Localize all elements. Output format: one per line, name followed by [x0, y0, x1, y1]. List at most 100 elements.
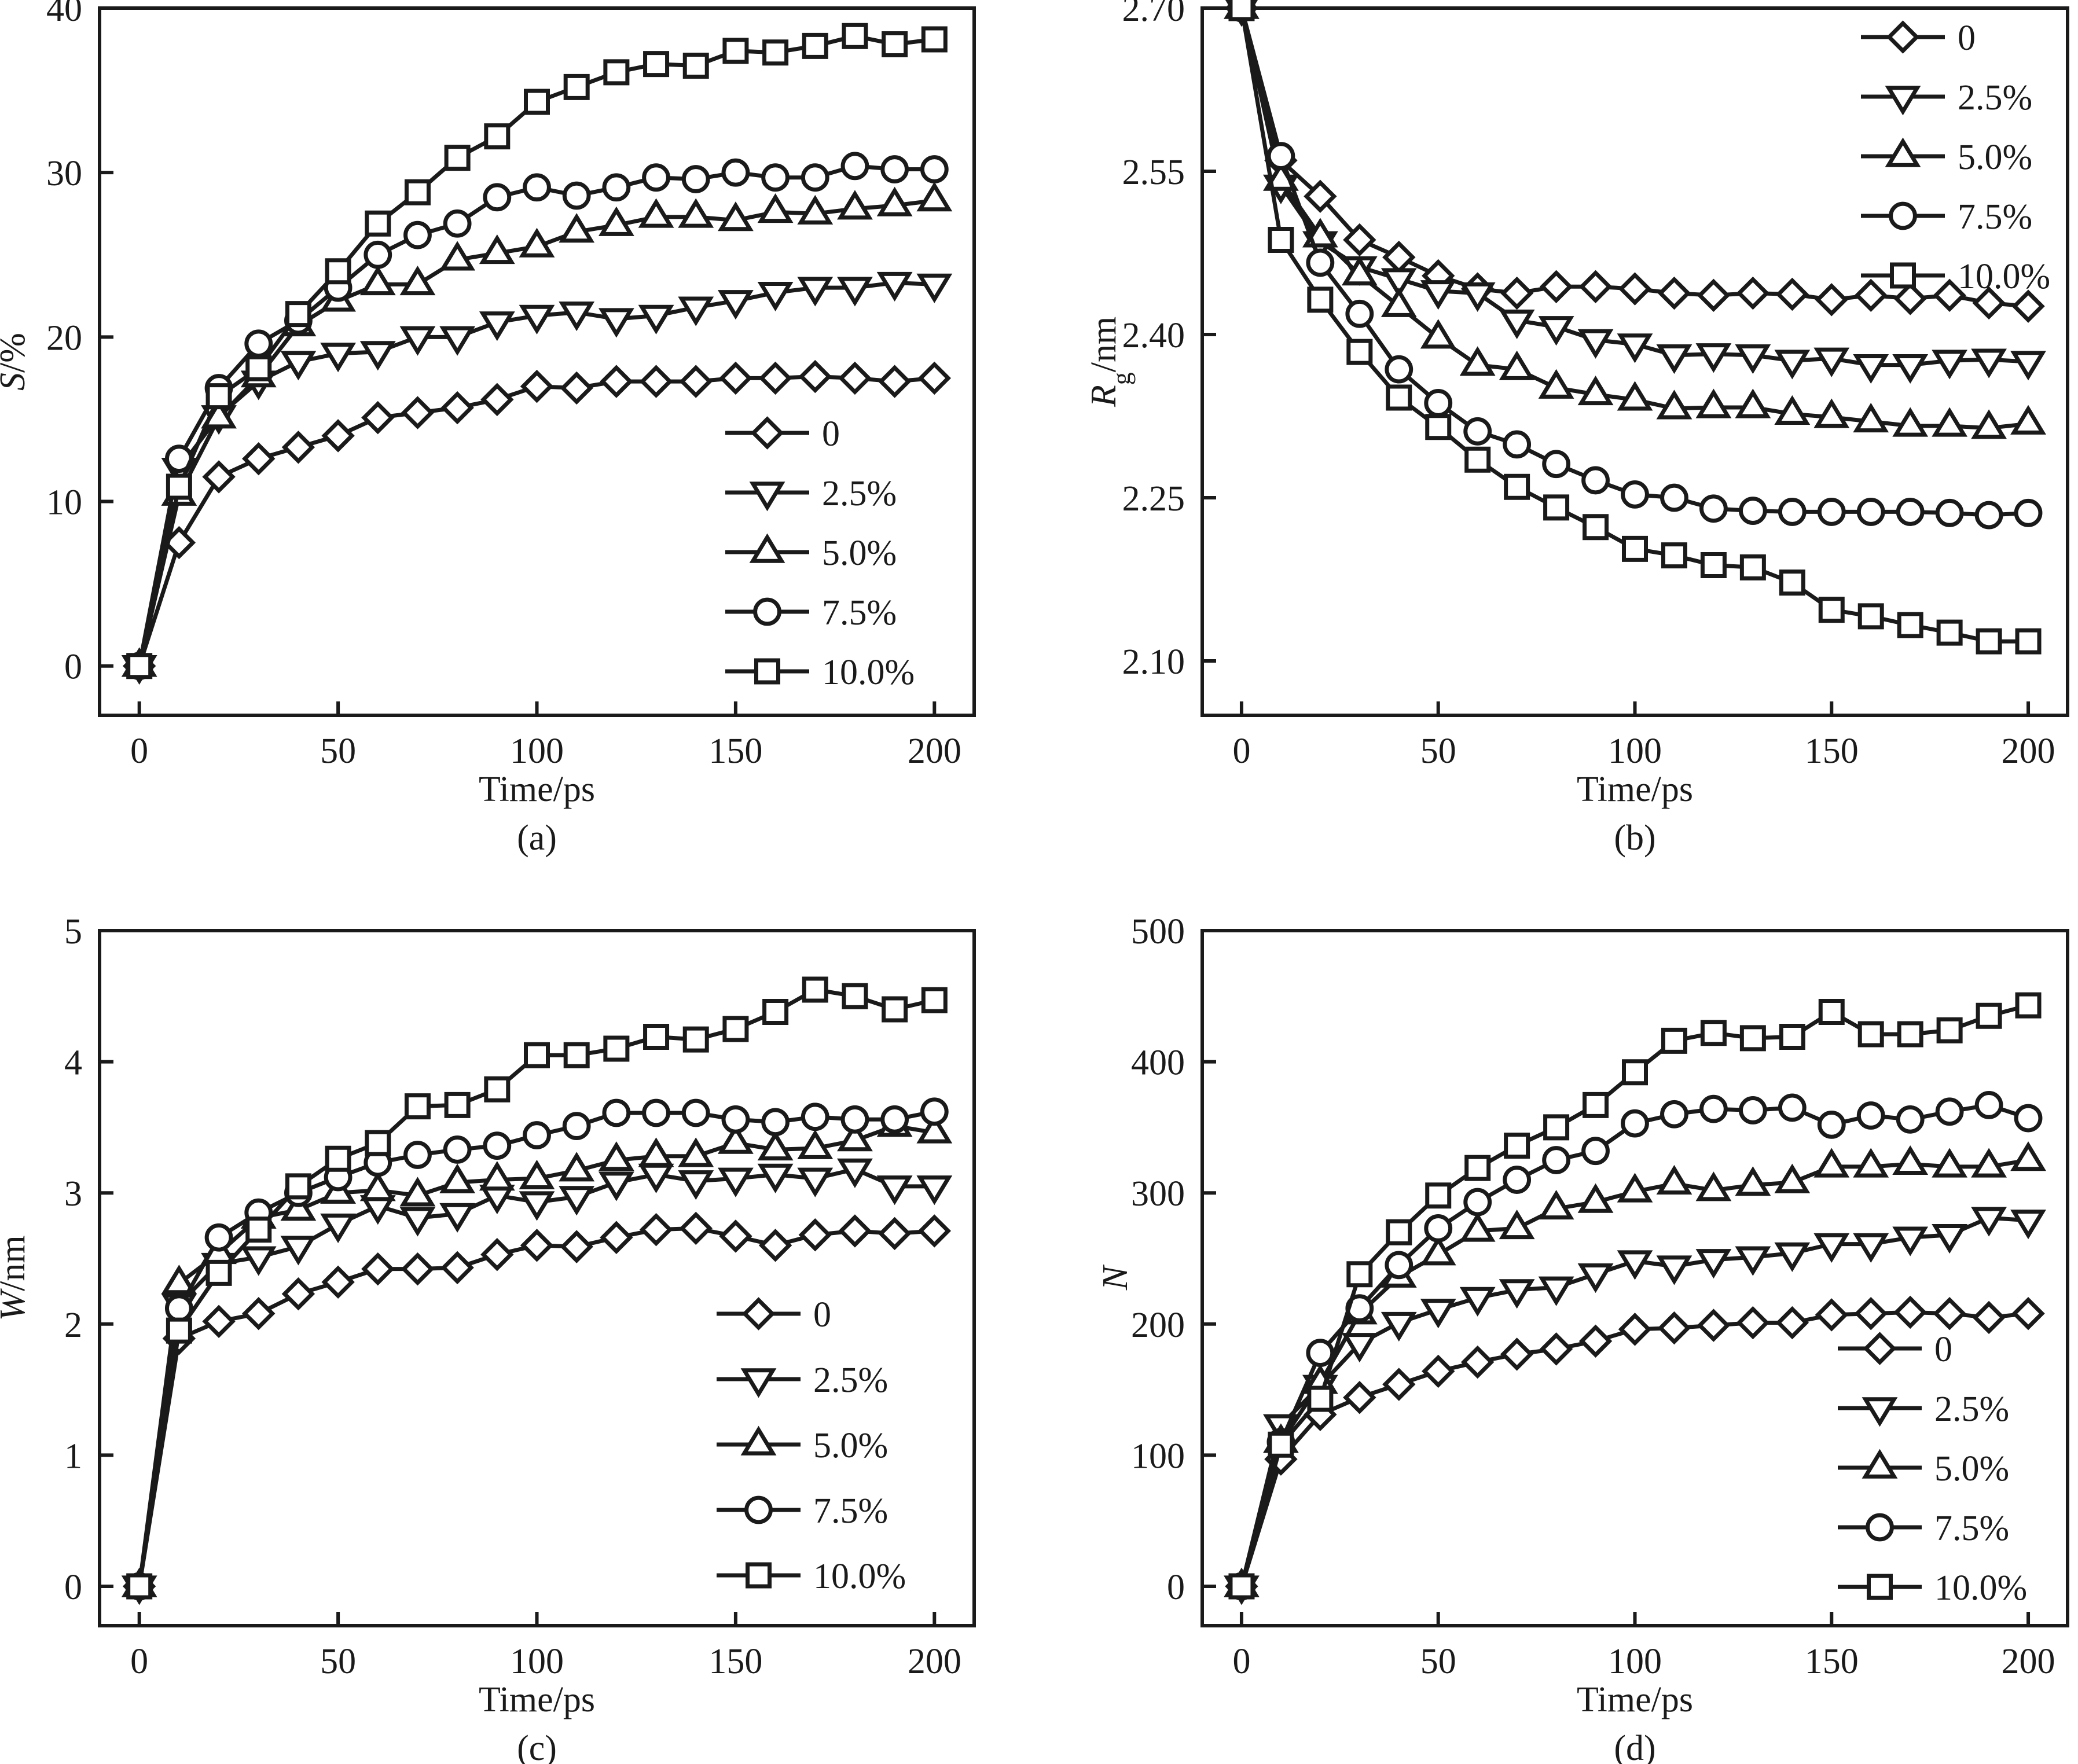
panel-d: 0 50 100 150 200 0 100 200 300 400 500 Time/ps (d) N 0… — [1096, 912, 2069, 1764]
data-point-diamond — [281, 431, 315, 464]
data-point-circle — [1974, 501, 2003, 530]
data-point-triangle-up — [1932, 407, 1968, 437]
data-point-triangle-up — [837, 190, 873, 220]
data-point-square — [722, 38, 749, 64]
data-point-square — [1464, 446, 1491, 473]
data-point-triangle-up — [359, 1171, 396, 1201]
x-tick-label: 200 — [908, 1642, 961, 1681]
data-point-circle — [1699, 494, 1728, 523]
y-tick-label: 30 — [46, 154, 82, 193]
data-point-triangle-up — [678, 198, 714, 228]
data-point-square — [1739, 554, 1766, 580]
panel-label: (d) — [1614, 1729, 1655, 1764]
legend-label: 7.5% — [1934, 1509, 2009, 1548]
data-point-square — [444, 1092, 471, 1118]
data-point-triangle-up — [678, 1137, 714, 1167]
data-point-square — [1700, 1020, 1727, 1046]
data-point-circle — [1503, 430, 1532, 459]
data-point-circle — [1266, 142, 1295, 171]
data-point-triangle-up — [1381, 287, 1417, 317]
data-point-triangle-up — [1617, 381, 1653, 411]
data-point-diamond — [1815, 283, 1848, 317]
data-point-circle — [443, 209, 472, 238]
data-point-diamond — [758, 1229, 792, 1262]
data-point-triangle-up — [1774, 1163, 1811, 1193]
data-point-square — [2015, 628, 2042, 655]
data-point-diamond — [520, 1229, 554, 1262]
data-point-diamond — [560, 371, 593, 405]
legend-marker-triangle-down — [749, 482, 785, 512]
legend-marker-triangle-up — [740, 1425, 777, 1456]
data-point-triangle-down — [1617, 1250, 1653, 1280]
data-point-circle — [1778, 1093, 1807, 1122]
data-point-square — [444, 145, 471, 171]
data-point-diamond — [401, 396, 435, 429]
series-0 — [122, 1211, 952, 1603]
data-point-triangle-down — [876, 271, 913, 302]
data-point-diamond — [838, 1214, 872, 1248]
data-point-circle — [1385, 1251, 1414, 1280]
data-point-square — [1307, 1386, 1334, 1412]
data-point-triangle-down — [1695, 1249, 1732, 1279]
legend-marker-triangle-down — [740, 1368, 777, 1398]
data-point-circle — [1856, 498, 1885, 526]
data-point-triangle-down — [1656, 1255, 1692, 1285]
data-point-circle — [1385, 355, 1414, 384]
data-point-diamond — [1618, 1313, 1652, 1346]
data-point-circle — [880, 1105, 909, 1134]
data-point-triangle-up — [876, 186, 913, 216]
data-point-circle — [1542, 1146, 1570, 1174]
data-point-triangle-up — [718, 201, 754, 231]
data-point-diamond — [1343, 1381, 1376, 1414]
data-point-square — [682, 1026, 709, 1053]
y-tick-label: 4 — [64, 1043, 82, 1083]
data-point-triangle-up — [359, 266, 396, 296]
data-point-square — [1504, 1133, 1530, 1159]
data-point-diamond — [1500, 1337, 1534, 1371]
data-point-triangle-down — [1420, 1299, 1456, 1329]
y-tick-label: 2 — [64, 1306, 82, 1345]
data-point-triangle-down — [1538, 1276, 1574, 1306]
data-point-triangle-up — [1735, 388, 1771, 418]
data-point-square — [762, 39, 789, 66]
data-point-square — [524, 89, 550, 115]
data-point-square — [1936, 1017, 1963, 1043]
data-point-triangle-down — [1656, 344, 1692, 374]
data-point-circle — [1738, 1096, 1767, 1124]
legend-label: 2.5% — [1958, 78, 2032, 117]
data-point-triangle-up — [1341, 256, 1378, 286]
y-tick-label: 10 — [46, 483, 82, 523]
data-point-diamond — [361, 1252, 395, 1286]
series-line — [1239, 1158, 2029, 1587]
legend: 0 2.5% 5.0% 7.5% 10.0% — [1838, 1330, 2027, 1608]
data-point-triangle-up — [479, 1161, 515, 1191]
data-point-circle — [1503, 1166, 1532, 1194]
data-point-circle — [920, 155, 949, 183]
data-point-circle — [642, 1098, 670, 1127]
data-point-diamond — [798, 1218, 832, 1252]
data-point-triangle-down — [439, 1203, 476, 1233]
data-point-diamond — [1815, 1298, 1848, 1332]
data-point-triangle-down — [399, 1207, 436, 1237]
y-tick-label: 500 — [1131, 912, 1185, 951]
data-point-square — [603, 1035, 630, 1062]
data-point-triangle-down — [1341, 1333, 1378, 1363]
y-axis-title-unit: /nm — [0, 1235, 32, 1291]
data-point-diamond — [1736, 1306, 1770, 1340]
data-point-triangle-up — [916, 182, 953, 212]
data-point-square — [1897, 1021, 1923, 1048]
data-point-triangle-down — [559, 302, 595, 332]
data-point-square — [1976, 1002, 2002, 1029]
data-point-triangle-up — [1459, 346, 1496, 376]
data-point-triangle-down — [1735, 1246, 1771, 1276]
data-point-circle — [523, 173, 551, 202]
legend-label: 0 — [1958, 19, 1976, 58]
data-point-square — [285, 1173, 311, 1200]
data-point-diamond — [878, 1217, 912, 1251]
data-point-circle — [1306, 248, 1335, 277]
data-point-triangle-down — [916, 273, 953, 303]
data-point-triangle-up — [1656, 1164, 1692, 1195]
data-point-square — [126, 1573, 153, 1600]
data-point-triangle-down — [1499, 1279, 1535, 1309]
data-point-circle — [840, 152, 869, 181]
